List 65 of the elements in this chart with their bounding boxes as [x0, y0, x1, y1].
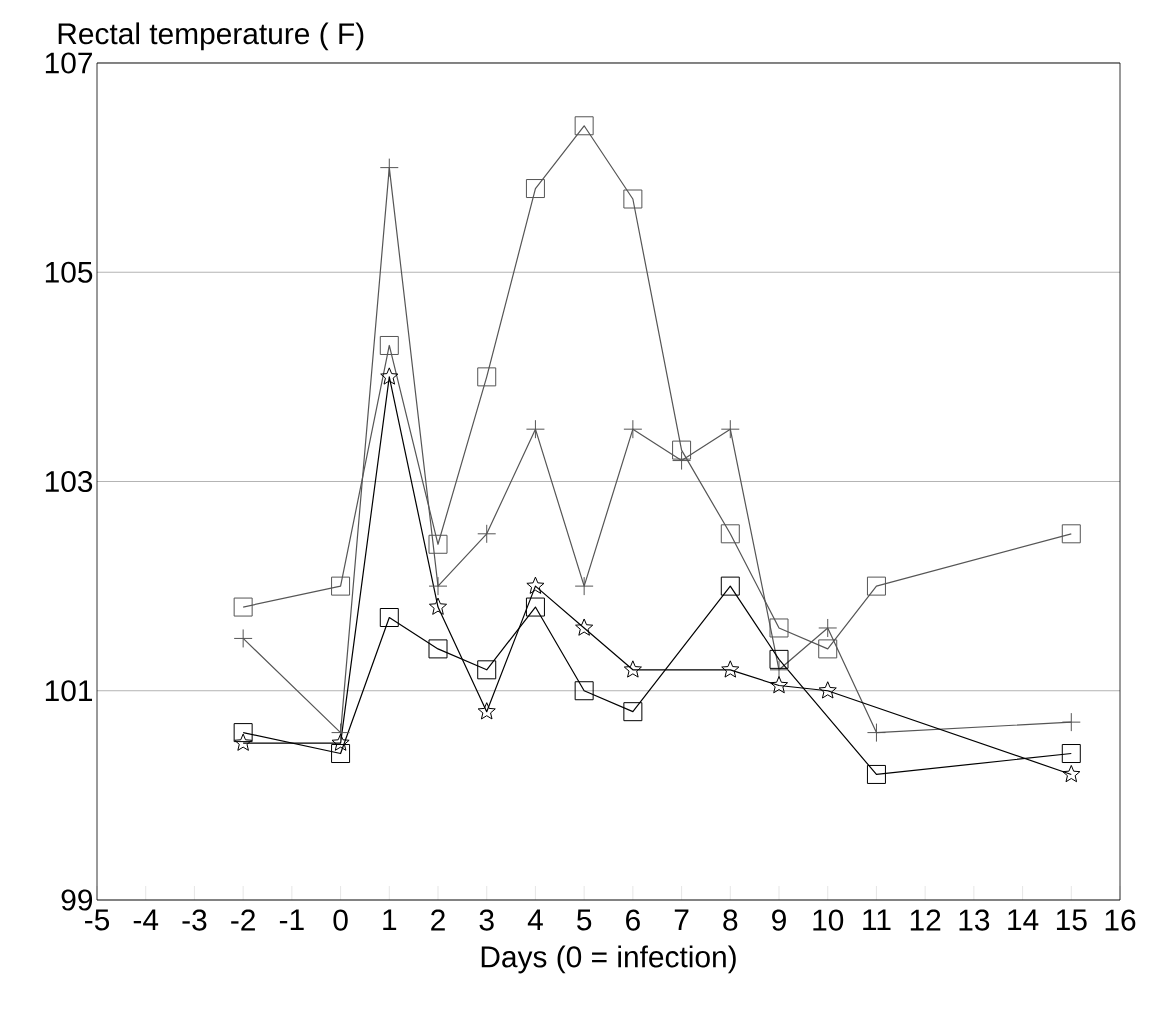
point — [1061, 524, 1081, 544]
x-tick-label: -4 — [133, 909, 159, 931]
y-tick-label: 99 — [61, 889, 93, 911]
x-tick-label: 1 — [383, 909, 397, 931]
point — [331, 733, 350, 751]
point — [1062, 764, 1081, 783]
x-tick-label: 14 — [1008, 909, 1039, 931]
point — [720, 524, 740, 544]
x-tick-label: 4 — [527, 909, 543, 931]
x-tick-label: 16 — [1105, 909, 1136, 931]
point — [769, 618, 789, 638]
point — [1061, 744, 1081, 764]
point — [331, 744, 351, 764]
x-tick-label: 2 — [431, 909, 445, 931]
point — [331, 576, 351, 596]
x-tick-label: 3 — [479, 909, 494, 931]
x-tick-label: -5 — [85, 909, 110, 931]
x-tick-label: 10 — [813, 909, 844, 931]
x-tick-label: 6 — [626, 909, 640, 931]
point — [379, 335, 399, 355]
y-tick-label: 107 — [45, 52, 92, 74]
x-axis-title: Days (0 = infection) — [481, 945, 736, 974]
point — [818, 681, 837, 699]
point — [233, 597, 253, 617]
point — [720, 576, 740, 596]
y-axis-title: Rectal temperature ( F) — [58, 22, 364, 51]
point — [379, 608, 399, 628]
y-tick-label: 105 — [45, 261, 93, 283]
point — [526, 576, 545, 594]
point — [866, 764, 886, 784]
point — [574, 681, 594, 701]
point — [574, 116, 594, 136]
y-tick-label: 103 — [45, 470, 93, 493]
point — [428, 639, 448, 659]
point — [525, 597, 545, 617]
point — [866, 576, 886, 596]
point — [525, 179, 545, 199]
x-tick-label: -3 — [182, 909, 207, 931]
point — [769, 676, 789, 694]
point — [233, 723, 253, 743]
point — [623, 189, 643, 209]
point — [575, 618, 594, 636]
point — [769, 649, 789, 669]
point — [818, 639, 838, 659]
x-tick-label: 9 — [772, 909, 786, 931]
x-tick-label: 11 — [863, 909, 891, 931]
point — [623, 702, 643, 722]
point — [380, 367, 399, 385]
point — [623, 660, 642, 678]
x-tick-label: 12 — [910, 909, 941, 931]
x-tick-label: 13 — [959, 909, 990, 931]
point — [721, 660, 740, 678]
x-tick-label: 8 — [723, 909, 738, 931]
x-tick-label: 0 — [333, 909, 348, 931]
y-tick-label: 101 — [45, 680, 93, 702]
point — [477, 660, 497, 680]
point — [477, 702, 496, 720]
point — [428, 597, 448, 615]
x-tick-label: -1 — [279, 909, 304, 931]
point — [428, 534, 448, 554]
point — [477, 367, 497, 387]
x-tick-label: 15 — [1056, 909, 1087, 931]
x-tick-label: -2 — [231, 909, 255, 931]
x-tick-label: 5 — [577, 909, 592, 931]
x-tick-label: 7 — [674, 909, 689, 931]
